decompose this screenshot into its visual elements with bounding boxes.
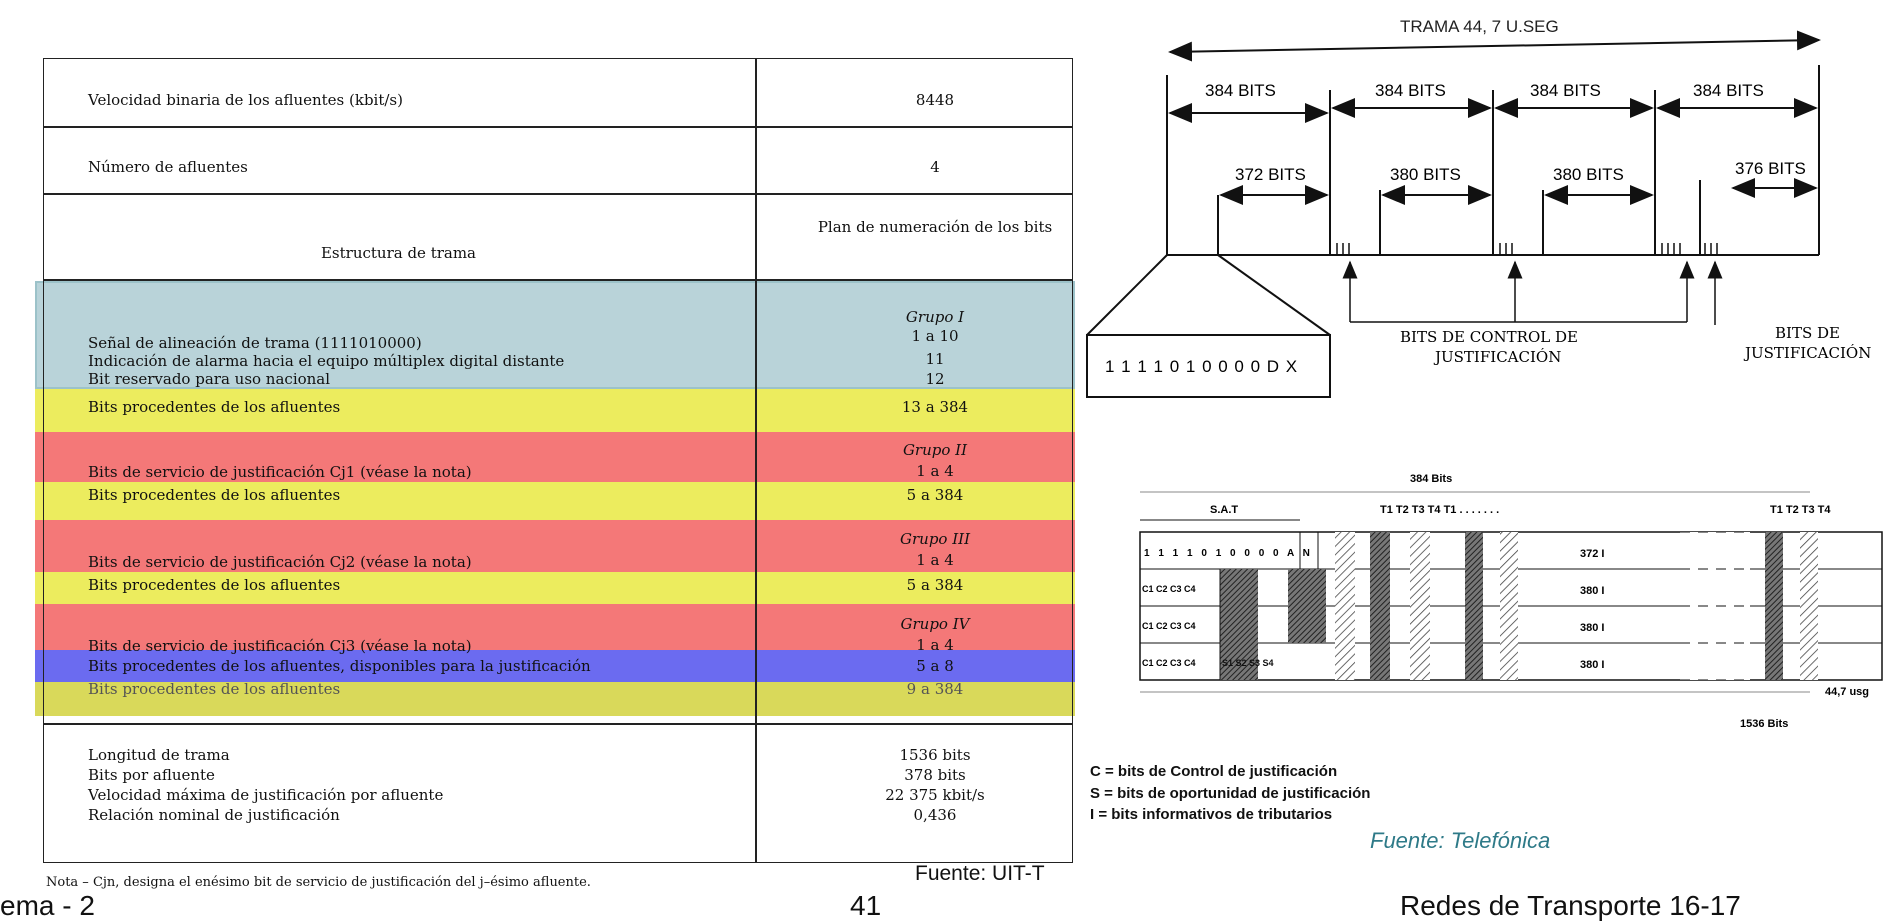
grupo1-v4: 13 a 384 bbox=[901, 398, 969, 416]
grupo2-l1: Bits de servicio de justificación Cj1 (v… bbox=[88, 463, 472, 481]
header-plan: Plan de numeración de los bits bbox=[817, 218, 1053, 236]
legend-s: S = bits de oportunidad de justificación bbox=[1090, 785, 1371, 802]
grupo4-v1: 1 a 4 bbox=[916, 636, 954, 654]
label-sat: S.A.T bbox=[1210, 504, 1238, 516]
label-384-1: 384 BITS bbox=[1205, 81, 1276, 100]
r2-count: 380 I bbox=[1580, 585, 1604, 597]
legend-i: I = bits informativos de tributarios bbox=[1090, 806, 1333, 823]
row-numero-label: Número de afluentes bbox=[88, 158, 248, 176]
just-label-1: BITS DE bbox=[1775, 324, 1840, 342]
source-telefonica: Fuente: Telefónica bbox=[1370, 828, 1551, 853]
grupo1-l4: Bits procedentes de los afluentes bbox=[88, 398, 341, 416]
table-note: Nota – Cjn, designa el enésimo bit de se… bbox=[46, 875, 591, 890]
highlight-grupo4 bbox=[35, 604, 1075, 650]
legend-c: C = bits de Control de justificación bbox=[1090, 763, 1338, 780]
grupo2-title: Grupo II bbox=[902, 441, 968, 459]
r1-count: 372 I bbox=[1580, 548, 1604, 560]
control-label-1: BITS DE CONTROL DE bbox=[1400, 328, 1578, 346]
table-row-divider bbox=[44, 126, 1072, 128]
highlight-afluentes-2 bbox=[35, 482, 1075, 520]
label-384-4: 384 BITS bbox=[1693, 81, 1764, 100]
grupo1-v1: 1 a 10 bbox=[911, 327, 959, 345]
row4-s: S1 S2 S3 S4 bbox=[1222, 658, 1274, 668]
grupo3-l2: Bits procedentes de los afluentes bbox=[88, 576, 341, 594]
row1-bits: 1 1 1 1 0 1 0 0 0 0 A N bbox=[1144, 548, 1313, 559]
highlight-justificacion bbox=[35, 650, 1075, 682]
bit-pattern: 1 1 1 1 0 1 0 0 0 0 D X bbox=[1105, 357, 1298, 376]
control-label-2: JUSTIFICACIÓN bbox=[1433, 348, 1561, 366]
grupo4-l1: Bits de servicio de justificación Cj3 (v… bbox=[88, 637, 472, 655]
label-380-1: 380 BITS bbox=[1390, 165, 1461, 184]
header-estructura: Estructura de trama bbox=[320, 244, 477, 262]
table-column-divider bbox=[755, 59, 757, 862]
summary-l1: Longitud de trama bbox=[88, 746, 230, 764]
summary-l3: Velocidad máxima de justificación por af… bbox=[88, 786, 444, 804]
footer-right: Redes de Transporte 16-17 bbox=[1400, 890, 1741, 921]
grupo3-v1: 1 a 4 bbox=[916, 551, 954, 569]
table-row-divider bbox=[44, 723, 1072, 725]
row2-c: C1 C2 C3 C4 bbox=[1142, 584, 1196, 594]
grupo3-v2: 5 a 384 bbox=[906, 576, 964, 594]
grupo4-v3: 9 a 384 bbox=[906, 680, 964, 698]
usg-label: 44,7 usg bbox=[1825, 686, 1869, 698]
r4-count: 380 I bbox=[1580, 659, 1604, 671]
summary-l4: Relación nominal de justificación bbox=[88, 806, 340, 824]
table-row-divider bbox=[44, 193, 1072, 195]
grupo4-l3: Bits procedentes de los afluentes bbox=[88, 680, 341, 698]
grupo3-l1: Bits de servicio de justificación Cj2 (v… bbox=[88, 553, 472, 571]
grupo1-v2: 11 bbox=[925, 350, 945, 368]
label-384-bits: 384 Bits bbox=[1410, 473, 1452, 485]
summary-v1: 1536 bits bbox=[899, 746, 971, 764]
grupo4-v2: 5 a 8 bbox=[916, 657, 954, 675]
grupo1-l2: Indicación de alarma hacia el equipo múl… bbox=[88, 352, 565, 370]
row-velocidad-label: Velocidad binaria de los afluentes (kbit… bbox=[88, 91, 403, 109]
grupo2-v2: 5 a 384 bbox=[906, 486, 964, 504]
highlight-grupo1 bbox=[35, 281, 1075, 389]
grupo2-l2: Bits procedentes de los afluentes bbox=[88, 486, 341, 504]
summary-l2: Bits por afluente bbox=[88, 766, 215, 784]
row3-c: C1 C2 C3 C4 bbox=[1142, 621, 1196, 631]
table-row-divider bbox=[44, 279, 1072, 281]
just-label-2: JUSTIFICACIÓN bbox=[1743, 344, 1871, 362]
trama-label: TRAMA 44, 7 U.SEG bbox=[1400, 17, 1559, 36]
label-384-2: 384 BITS bbox=[1375, 81, 1446, 100]
row-velocidad-value: 8448 bbox=[915, 91, 955, 109]
row4-c: C1 C2 C3 C4 bbox=[1142, 658, 1196, 668]
summary-v2: 378 bits bbox=[904, 766, 966, 784]
footer-left: ema - 2 bbox=[0, 890, 95, 921]
grupo3-title: Grupo III bbox=[900, 530, 970, 548]
frame-diagram: TRAMA 44, 7 U.SEG 384 BITS 384 BITS 384 … bbox=[1086, 17, 1871, 398]
summary-v3: 22 375 kbit/s bbox=[885, 786, 985, 804]
grupo4-title: Grupo IV bbox=[900, 615, 970, 633]
grupo1-l3: Bit reservado para uso nacional bbox=[88, 370, 331, 388]
highlight-grupo3 bbox=[35, 520, 1075, 572]
label-t-header-right: T1 T2 T3 T4 bbox=[1770, 504, 1831, 516]
highlight-afluentes-1 bbox=[35, 389, 1075, 432]
row-numero-value: 4 bbox=[930, 158, 940, 176]
grupo1-v3: 12 bbox=[925, 370, 945, 388]
highlight-afluentes-3 bbox=[35, 572, 1075, 604]
highlight-grupo2 bbox=[35, 432, 1075, 482]
page-number: 41 bbox=[850, 890, 882, 921]
grupo1-l1: Señal de alineación de trama (1111010000… bbox=[88, 334, 422, 352]
label-376: 376 BITS bbox=[1735, 159, 1806, 178]
label-384-3: 384 BITS bbox=[1530, 81, 1601, 100]
label-380-2: 380 BITS bbox=[1553, 165, 1624, 184]
summary-v4: 0,436 bbox=[913, 806, 957, 824]
highlight-afluentes-4 bbox=[35, 682, 1075, 716]
label-t-header: T1 T2 T3 T4 T1 . . . . . . . bbox=[1380, 504, 1499, 516]
frame-structure-table bbox=[43, 58, 1073, 863]
label-372: 372 BITS bbox=[1235, 165, 1306, 184]
grupo2-v1: 1 a 4 bbox=[916, 462, 954, 480]
bitmap-diagram: 384 Bits S.A.T T1 T2 T3 T4 T1 . . . . . … bbox=[1139, 473, 1883, 730]
r3-count: 380 I bbox=[1580, 622, 1604, 634]
grupo1-title: Grupo I bbox=[905, 308, 965, 326]
grupo4-l2: Bits procedentes de los afluentes, dispo… bbox=[88, 657, 591, 675]
source-uit: Fuente: UIT-T bbox=[915, 862, 1045, 885]
bits-1536: 1536 Bits bbox=[1740, 718, 1788, 730]
